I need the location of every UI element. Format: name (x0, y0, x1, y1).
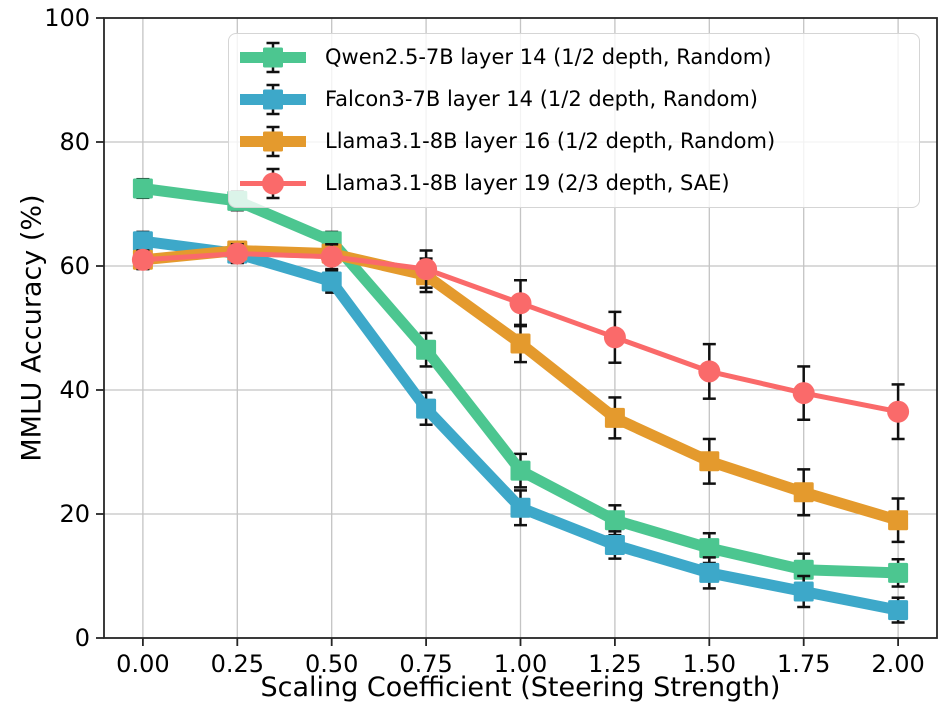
legend-entry-llama19: Llama3.1-8B layer 19 (2/3 depth, SAE) (237, 163, 909, 204)
data-point-marker (604, 510, 625, 531)
legend-marker (263, 47, 283, 68)
axis-ticks: 0.00 0.25 0.50 0.75 1.00 1.25 1.50 1.75 2.00 0 20 4… (44, 4, 925, 678)
data-point-marker (603, 326, 626, 349)
legend-label: Llama3.1-8B layer 19 (2/3 depth, SAE) (325, 171, 730, 196)
data-point-marker (793, 581, 814, 602)
y-axis-label: MMLU Accuracy (%) (16, 194, 48, 462)
data-point-marker (604, 535, 625, 555)
data-point-marker (887, 400, 910, 423)
y-tick-label: 40 (59, 376, 90, 404)
data-point-marker (888, 562, 909, 583)
legend-marker (263, 131, 283, 152)
x-tick-label: 1.00 (494, 650, 547, 678)
x-tick-label: 1.75 (777, 650, 830, 678)
data-point-marker (416, 339, 437, 360)
errorbar-line-square-icon (240, 125, 306, 158)
data-point-marker (699, 451, 720, 472)
series-3 (131, 242, 910, 441)
data-point-marker (510, 333, 531, 354)
x-tick-label: 0.75 (399, 650, 452, 678)
x-tick-label: 0.25 (211, 650, 264, 678)
x-tick-label: 2.00 (871, 650, 924, 678)
y-tick-label: 100 (44, 4, 90, 32)
legend-marker (262, 172, 284, 195)
data-point-marker (888, 600, 909, 621)
x-tick-label: 1.50 (683, 650, 736, 678)
data-point-marker (415, 258, 438, 281)
data-point-marker (793, 482, 814, 503)
data-point-marker (699, 538, 720, 559)
data-point-marker (226, 242, 249, 265)
y-tick-label: 20 (59, 500, 90, 528)
legend-label: Llama3.1-8B layer 16 (1/2 depth, Random) (325, 129, 776, 154)
legend-entry-qwen: Qwen2.5-7B layer 14 (1/2 depth, Random) (237, 37, 909, 78)
y-tick-label: 0 (75, 624, 90, 652)
data-point-marker (510, 460, 531, 481)
x-tick-label: 0.50 (305, 650, 358, 678)
data-point-marker (509, 292, 532, 315)
x-axis-label: Scaling Coefficient (Steering Strength) (260, 672, 781, 703)
data-point-marker (321, 271, 342, 292)
plot-border (103, 17, 938, 639)
data-point-marker (131, 248, 154, 271)
legend-entry-llama16: Llama3.1-8B layer 16 (1/2 depth, Random) (237, 121, 909, 162)
legend-entry-falcon: Falcon3-7B layer 14 (1/2 depth, Random) (237, 79, 909, 120)
data-point-marker (416, 398, 437, 419)
legend-box: Qwen2.5-7B layer 14 (1/2 depth, Random) … (228, 33, 920, 208)
data-point-marker (792, 382, 815, 405)
data-point-marker (698, 360, 721, 383)
legend-marker (263, 89, 283, 110)
data-point-marker (132, 178, 153, 199)
x-tick-label: 1.25 (588, 650, 641, 678)
legend-label: Falcon3-7B layer 14 (1/2 depth, Random) (325, 86, 758, 111)
data-point-marker (132, 231, 153, 252)
data-point-marker (510, 497, 531, 518)
x-tick-label: 0.00 (116, 650, 169, 678)
errorbar-line-square-icon (240, 41, 306, 73)
data-point-marker (888, 510, 909, 531)
legend-label: Qwen2.5-7B layer 14 (1/2 depth, Random) (325, 44, 772, 69)
data-point-marker (320, 245, 343, 268)
errorbar-line-square-icon (240, 83, 306, 116)
y-tick-label: 60 (59, 252, 90, 280)
data-point-marker (699, 562, 720, 583)
y-tick-label: 80 (59, 128, 90, 156)
data-point-marker (604, 407, 625, 428)
errorbar-line-circle-icon (240, 168, 306, 200)
